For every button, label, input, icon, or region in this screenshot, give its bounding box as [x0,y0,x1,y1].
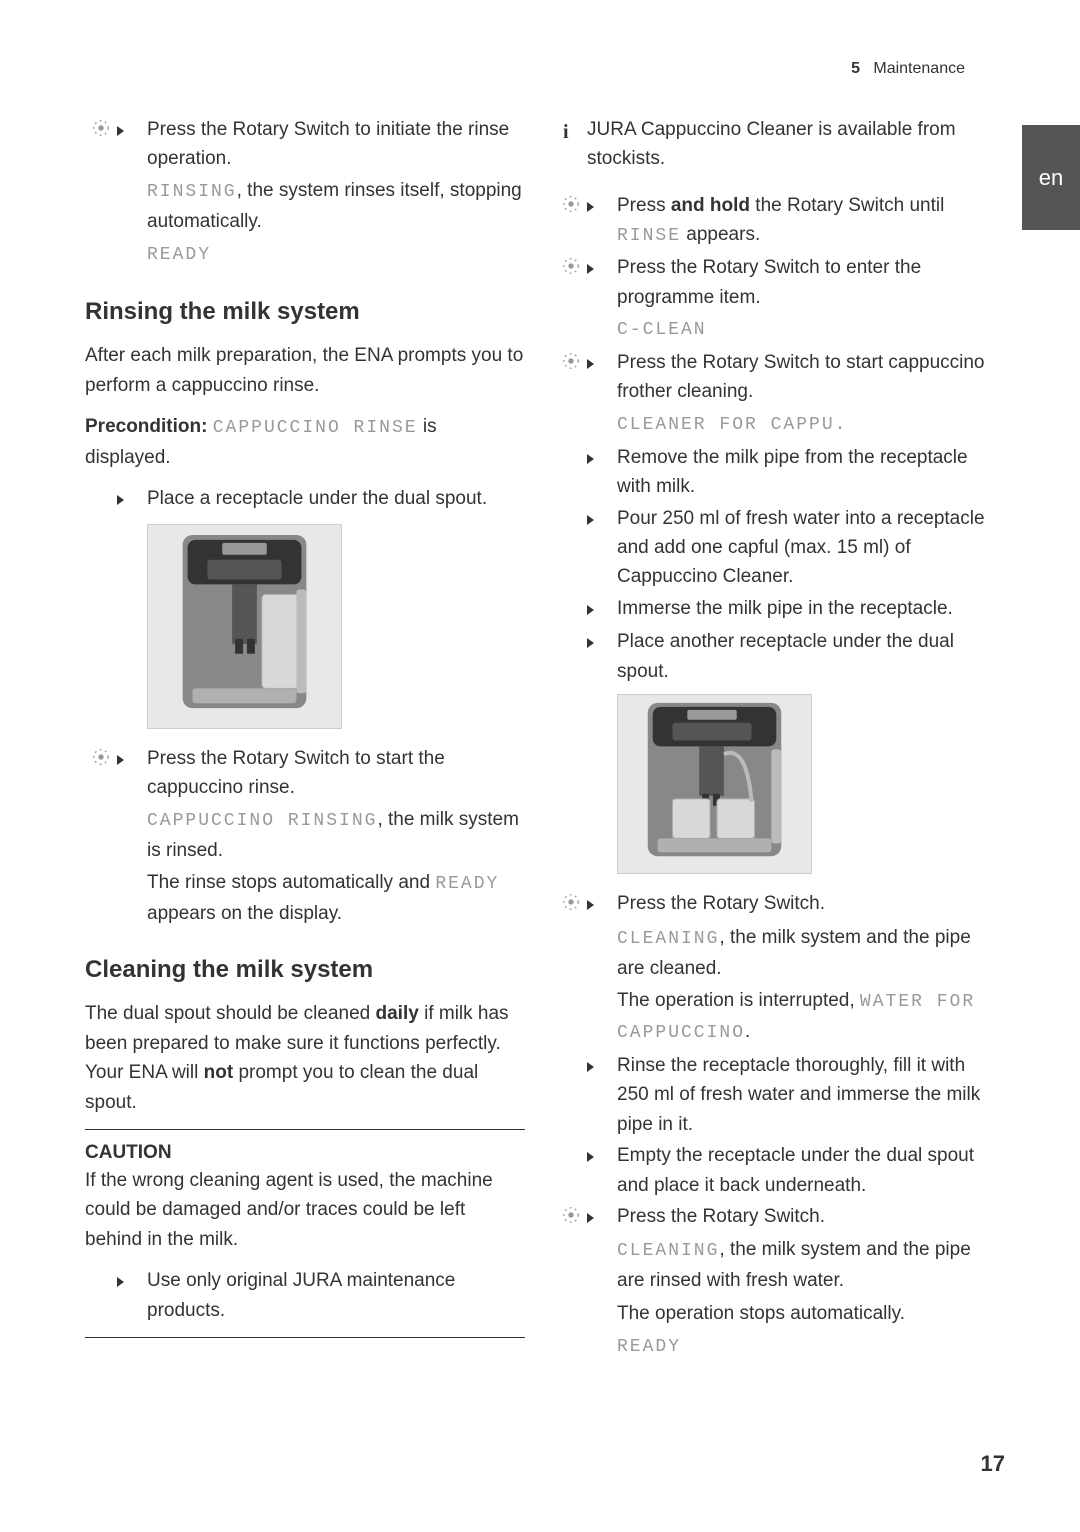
step-text: Press the Rotary Switch. [617,1202,995,1233]
bullet-icon [587,348,617,407]
step-item: Press the Rotary Switch to initiate the … [85,115,525,174]
step-text: Press the Rotary Switch to initiate the … [147,115,525,174]
bullet-icon [587,1202,617,1233]
display-code: READY [85,239,525,270]
machine-illustration [617,694,995,879]
info-icon: i [555,115,587,174]
step-item: Press the Rotary Switch to start cappucc… [555,348,995,407]
step-text: Press the Rotary Switch to start cappucc… [617,348,995,407]
display-code: READY [435,874,499,894]
section-title: Maintenance [873,60,965,77]
bullet-icon [117,1266,147,1325]
machine-illustration [147,524,525,734]
bullet-icon [587,627,617,686]
section-heading: Rinsing the milk system [85,298,525,326]
step-text: Rinse the receptacle thoroughly, fill it… [617,1051,995,1139]
step-item: Press and hold the Rotary Switch until R… [555,191,995,251]
header-breadcrumb: 5 Maintenance [851,60,965,78]
step-item: Press the Rotary Switch. [555,889,995,920]
step-text: CLEANING, the milk system and the pipe a… [555,1235,995,1295]
step-text: Press the Rotary Switch to enter the pro… [617,253,995,312]
bullet-icon [587,889,617,920]
bullet-icon [587,191,617,251]
step-text: The rinse stops automatically and READY … [85,868,525,928]
bullet-icon [117,484,147,515]
step-item: Press the Rotary Switch. [555,1202,995,1233]
step-text: RINSING, the system rinses itself, stopp… [85,176,525,236]
step-text: CLEANING, the milk system and the pipe a… [555,923,995,983]
step-item: Place a receptacle under the dual spout. [85,484,525,515]
step-text: CAPPUCCINO RINSING, the milk system is r… [85,805,525,865]
content-columns: Press the Rotary Switch to initiate the … [85,115,1015,1365]
bullet-icon [587,504,617,592]
step-item: Place another receptacle under the dual … [555,627,995,686]
display-code: RINSE [617,226,681,246]
display-code: CLEANING [617,929,719,949]
step-item: Use only original JURA maintenance produ… [85,1266,525,1325]
bullet-icon [587,1141,617,1200]
step-text: Press and hold the Rotary Switch until R… [617,191,995,251]
step-text: Place a receptacle under the dual spout. [147,484,525,515]
display-code: CAPPUCCINO RINSING [147,811,377,831]
precondition: Precondition: CAPPUCCINO RINSE is displa… [85,412,525,472]
rotary-icon [555,253,587,312]
step-text: Press the Rotary Switch to start the cap… [147,744,525,803]
rotary-icon [555,348,587,407]
step-item: Press the Rotary Switch to enter the pro… [555,253,995,312]
rotary-icon [555,1202,587,1233]
bullet-icon [587,594,617,625]
info-item: i JURA Cappuccino Cleaner is available f… [555,115,995,174]
step-text: Pour 250 ml of fresh water into a recept… [617,504,995,592]
caution-paragraph: If the wrong cleaning agent is used, the… [85,1166,525,1254]
step-text: Place another receptacle under the dual … [617,627,995,686]
display-code: RINSING [147,182,237,202]
step-text: Use only original JURA maintenance produ… [147,1266,525,1325]
display-code: CAPPUCCINO RINSE [213,418,418,438]
caution-heading: CAUTION [85,1142,525,1164]
language-tab: en [1022,125,1080,230]
step-text: The operation is interrupted, WATER FOR … [555,986,995,1048]
step-item: Remove the milk pipe from the receptacle… [555,443,995,502]
step-item: Pour 250 ml of fresh water into a recept… [555,504,995,592]
bullet-icon [117,744,147,803]
rotary-icon [85,744,117,803]
bullet-icon [587,443,617,502]
step-text: The operation stops automatically. [555,1299,995,1328]
left-column: Press the Rotary Switch to initiate the … [85,115,525,1365]
section-num: 5 [851,60,860,77]
body-paragraph: The dual spout should be cleaned daily i… [85,999,525,1117]
divider [85,1129,525,1130]
bullet-icon [117,115,147,174]
display-code: CLEANING [617,1241,719,1261]
bullet-icon [587,1051,617,1139]
step-item: Press the Rotary Switch to start the cap… [85,744,525,803]
precondition-label: Precondition: [85,416,213,437]
page-number: 17 [981,1451,1005,1477]
step-item: Empty the receptacle under the dual spou… [555,1141,995,1200]
step-item: Rinse the receptacle thoroughly, fill it… [555,1051,995,1139]
right-column: i JURA Cappuccino Cleaner is available f… [555,115,995,1365]
rotary-icon [85,115,117,174]
info-text: JURA Cappuccino Cleaner is available fro… [587,115,995,174]
display-code: CLEANER FOR CAPPU. [555,409,995,440]
bullet-icon [587,253,617,312]
body-paragraph: After each milk preparation, the ENA pro… [85,341,525,400]
language-label: en [1039,165,1063,191]
step-item: Immerse the milk pipe in the receptacle. [555,594,995,625]
rotary-icon [555,191,587,251]
section-heading: Cleaning the milk system [85,956,525,984]
step-text: Remove the milk pipe from the receptacle… [617,443,995,502]
step-text: Empty the receptacle under the dual spou… [617,1141,995,1200]
display-code: C-CLEAN [555,314,995,345]
display-code: READY [555,1331,995,1362]
rotary-icon [555,889,587,920]
step-text: Immerse the milk pipe in the receptacle. [617,594,995,625]
step-text: Press the Rotary Switch. [617,889,995,920]
divider [85,1337,525,1338]
